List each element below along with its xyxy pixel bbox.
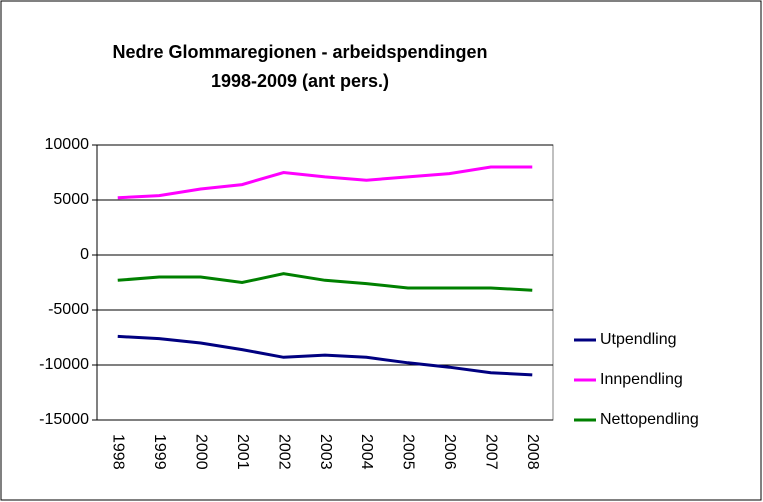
x-tick-label: 2006 <box>441 434 458 470</box>
y-tick-label: -10000 <box>39 356 89 373</box>
x-tick-label: 2001 <box>234 434 251 470</box>
plot-area <box>96 144 554 421</box>
x-tick-label: 2005 <box>400 434 417 470</box>
x-tick-label: 2007 <box>483 434 500 470</box>
series-line <box>117 334 533 377</box>
chart-title: Nedre Glommaregionen - arbeidspendingen … <box>112 42 488 91</box>
legend-label: Nettopendling <box>600 411 699 428</box>
y-tick-label: -5000 <box>48 301 89 318</box>
series-line <box>117 165 533 200</box>
x-tick-label: 2003 <box>317 434 334 470</box>
y-tick-label: -15000 <box>39 411 89 428</box>
legend-label: Innpendling <box>600 371 683 388</box>
x-tick-label: 2004 <box>358 434 375 470</box>
x-tick-label: 1998 <box>109 434 126 470</box>
series-line <box>117 272 533 292</box>
legend-label: Utpendling <box>600 331 677 348</box>
y-tick-label: 0 <box>80 246 89 263</box>
x-tick-label: 2002 <box>275 434 292 470</box>
x-tick-label: 1999 <box>151 434 168 470</box>
x-tick-label: 2000 <box>192 434 209 470</box>
x-tick-label: 2008 <box>524 434 541 470</box>
y-tick-label: 5000 <box>53 191 89 208</box>
y-tick-label: 10000 <box>45 136 90 153</box>
